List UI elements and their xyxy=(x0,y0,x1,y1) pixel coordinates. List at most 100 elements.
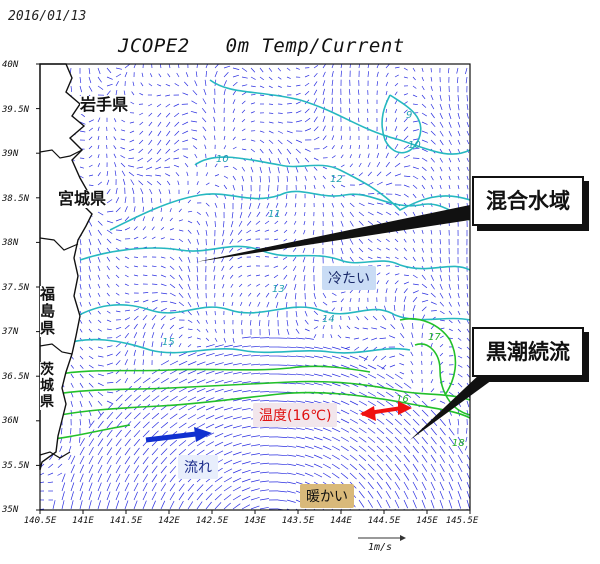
current-vector xyxy=(358,373,368,379)
current-vector xyxy=(241,118,246,123)
current-vector xyxy=(196,265,199,273)
current-vector xyxy=(394,273,400,276)
current-vector xyxy=(439,310,445,315)
current-vector xyxy=(274,283,279,289)
current-vector xyxy=(248,292,252,297)
current-vector xyxy=(106,353,113,357)
prefecture-border xyxy=(39,343,73,355)
current-vector xyxy=(156,94,162,97)
current-vector xyxy=(223,407,233,411)
current-vector xyxy=(284,220,288,225)
current-vector xyxy=(106,283,110,288)
current-vector xyxy=(403,288,408,294)
current-vector xyxy=(412,463,419,472)
current-vector xyxy=(275,202,279,208)
current-vector xyxy=(40,472,45,476)
current-vector xyxy=(412,76,416,81)
current-vector xyxy=(88,418,91,425)
current-vector xyxy=(240,301,243,307)
current-vector xyxy=(430,67,432,73)
highlight-arrow-blue xyxy=(145,427,212,443)
current-vector xyxy=(411,379,414,384)
current-vector xyxy=(337,334,342,339)
current-vector xyxy=(394,472,401,481)
current-vector xyxy=(394,91,398,96)
current-vector xyxy=(205,501,212,510)
current-vector xyxy=(457,418,460,426)
current-vector xyxy=(142,323,147,330)
current-vector xyxy=(367,220,374,226)
current-vector xyxy=(169,301,177,304)
current-vector xyxy=(124,227,131,231)
current-vector xyxy=(194,153,198,159)
current-vector xyxy=(457,499,462,509)
current-vector xyxy=(412,283,419,286)
current-vector xyxy=(313,184,316,190)
current-vector xyxy=(221,265,225,271)
current-vector xyxy=(313,136,320,141)
current-vector xyxy=(133,377,142,384)
current-vector xyxy=(106,238,112,244)
current-vector xyxy=(421,175,426,181)
current-vector xyxy=(196,440,205,447)
current-vector xyxy=(394,391,403,398)
current-vector xyxy=(160,315,166,321)
current-vector xyxy=(340,472,349,479)
current-vector xyxy=(250,111,255,114)
current-vector xyxy=(322,454,332,460)
current-vector xyxy=(372,315,378,321)
current-vector xyxy=(322,427,332,432)
current-vector xyxy=(97,473,103,483)
current-vector xyxy=(344,346,351,350)
contour-line xyxy=(194,156,470,211)
prefecture-fukushima: 福島県 xyxy=(40,286,60,337)
current-vector xyxy=(106,328,112,331)
current-vector xyxy=(232,127,236,132)
current-vector xyxy=(187,501,194,510)
current-vector xyxy=(160,341,163,348)
current-vector xyxy=(139,112,144,116)
current-vector xyxy=(457,202,459,208)
current-vector xyxy=(376,427,385,434)
current-vector xyxy=(182,130,189,135)
current-vector xyxy=(205,301,208,307)
current-vector xyxy=(430,94,434,101)
current-vector xyxy=(88,155,93,159)
current-vector xyxy=(187,370,197,375)
current-vector xyxy=(457,103,460,111)
current-vector xyxy=(187,336,193,339)
current-vector xyxy=(331,292,337,296)
lat-label-37n: 37N xyxy=(2,327,19,337)
current-vector xyxy=(371,327,378,330)
current-vector xyxy=(403,463,410,472)
current-vector xyxy=(205,423,215,429)
current-vector xyxy=(390,324,396,330)
current-vector xyxy=(430,369,433,375)
current-vector xyxy=(286,355,297,358)
current-vector xyxy=(97,292,101,297)
current-vector xyxy=(340,220,344,227)
current-vector xyxy=(322,202,325,208)
current-vector xyxy=(295,436,305,440)
current-vector xyxy=(259,506,269,510)
current-vector xyxy=(214,371,224,375)
current-vector xyxy=(331,427,341,433)
current-vector xyxy=(421,157,428,162)
current-vector xyxy=(283,274,288,280)
current-vector xyxy=(304,427,314,431)
current-vector xyxy=(403,472,410,481)
current-vector xyxy=(231,292,234,297)
current-vector xyxy=(151,421,159,429)
current-vector xyxy=(178,440,187,447)
contour-line xyxy=(414,343,470,416)
current-vector xyxy=(256,283,261,287)
current-vector xyxy=(214,135,216,141)
current-vector xyxy=(457,175,460,180)
current-vector xyxy=(313,265,315,273)
current-vector xyxy=(213,116,216,123)
current-vector xyxy=(448,301,452,307)
current-vector xyxy=(376,256,382,259)
current-vector xyxy=(88,164,93,168)
current-vector xyxy=(439,229,441,235)
current-vector xyxy=(430,274,435,281)
